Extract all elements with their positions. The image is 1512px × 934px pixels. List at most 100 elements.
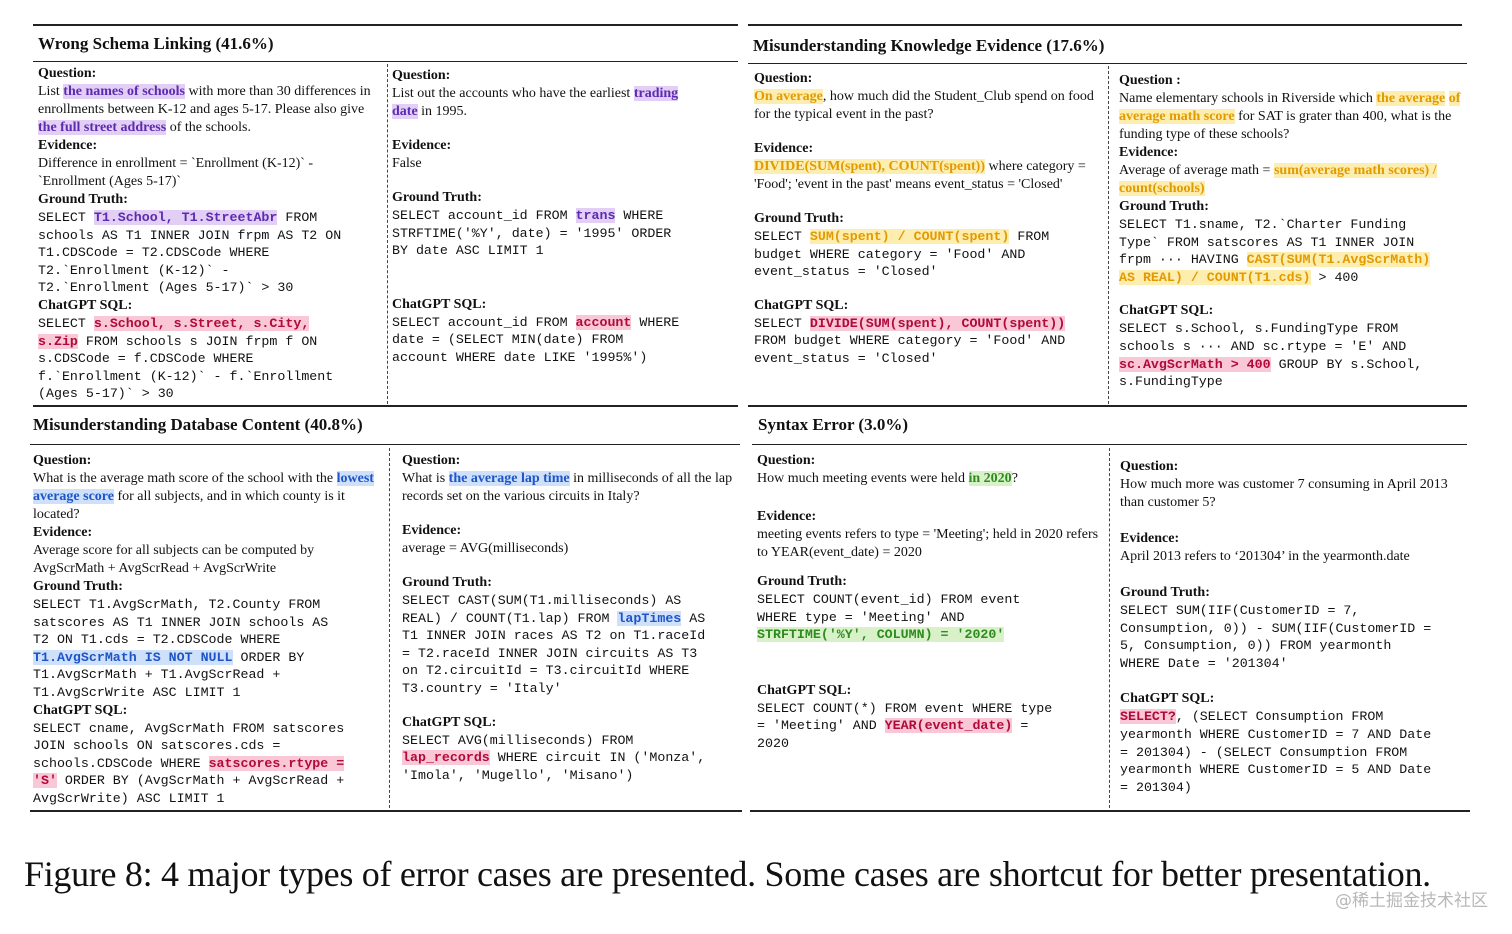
ground-truth-sql: SELECT account_id FROM trans WHERE STRFT…	[392, 207, 737, 260]
question-label: Question:	[402, 453, 461, 468]
case-db-1: Question: What is the average math score…	[33, 452, 385, 808]
top-rule-right	[748, 24, 1462, 26]
code-span: SELECT s.School, s.FundingType FROM scho…	[1119, 321, 1407, 354]
question-label: Question :	[1119, 73, 1181, 88]
evidence-text: DIVIDE(SUM(spent), COUNT(spent)) where c…	[754, 158, 1104, 194]
case-knowledge-2: Question : Name elementary schools in Ri…	[1119, 72, 1465, 391]
evidence-label: Evidence:	[757, 509, 817, 524]
header-rule-db	[30, 444, 740, 445]
case-schema-2: Question: List out the accounts who have…	[392, 67, 737, 367]
question-label: Question:	[754, 71, 813, 86]
question-label: Question:	[33, 453, 92, 468]
chatgpt-sql-label: ChatGPT SQL:	[1120, 691, 1215, 707]
chatgpt-sql: SELECT s.School, s.Street, s.City, s.Zip…	[38, 315, 384, 403]
case-syntax-1: Question: How much meeting events were h…	[757, 452, 1105, 753]
code-span: ORDER BY (AvgScrMath + AvgScrRead + AvgS…	[33, 773, 345, 806]
question-text: Name elementary schools in Riverside whi…	[1119, 90, 1465, 144]
chatgpt-sql-label: ChatGPT SQL:	[38, 297, 133, 313]
code-span: SELECT AVG(milliseconds) FROM	[402, 732, 634, 748]
highlight-red: SELECT?	[1120, 709, 1176, 725]
highlight-red: sc.AvgScrMath > 400	[1119, 356, 1271, 372]
question-label: Question:	[1120, 459, 1179, 474]
header-rule-syntax	[752, 444, 1467, 445]
highlight-blue: lapTimes	[617, 610, 682, 626]
code-span: SELECT COUNT(*) FROM event WHERE type = …	[757, 700, 1053, 734]
evidence-text: Average score for all subjects can be co…	[33, 543, 315, 576]
chatgpt-sql: SELECT DIVIDE(SUM(spent), COUNT(spent)) …	[754, 315, 1104, 368]
code-span: FROM budget WHERE category = 'Food' AND …	[754, 333, 1066, 366]
highlight-red: lap_records	[402, 750, 490, 766]
text-span: Name elementary schools in Riverside whi…	[1119, 91, 1377, 106]
ground-truth-label: Ground Truth:	[33, 579, 123, 594]
highlight-red: YEAR(event_date)	[884, 718, 1013, 734]
question-label: Question:	[38, 66, 97, 81]
divider-c7-c8	[1109, 448, 1110, 808]
figure-caption: Figure 8: 4 major types of error cases a…	[24, 854, 1431, 894]
question-label: Question:	[392, 68, 451, 83]
ground-truth-sql: SELECT CAST(SUM(T1.milliseconds) AS REAL…	[402, 592, 750, 698]
code-span: WHERE circuit IN ('Monza', 'Imola', 'Mug…	[402, 750, 706, 783]
text-span: of the schools.	[166, 120, 251, 135]
evidence-label: Evidence:	[402, 523, 462, 538]
ground-truth-label: Ground Truth:	[754, 211, 844, 226]
chatgpt-sql-label: ChatGPT SQL:	[754, 297, 849, 313]
code-span: AS T1 INNER JOIN races AS T2 on T1.raceI…	[402, 610, 706, 696]
evidence-text: April 2013 refers to ‘201304’ in the yea…	[1120, 549, 1410, 564]
divider-c3-c4	[1108, 66, 1109, 404]
highlight-yellow: sum(average math scores) /	[1273, 163, 1437, 178]
chatgpt-sql-label: ChatGPT SQL:	[33, 702, 128, 718]
highlight-red: s.School, s.Street, s.City,	[93, 315, 310, 331]
highlight-blue: T1.AvgScrMath IS NOT NULL	[33, 649, 233, 665]
ground-truth-label: Ground Truth:	[402, 575, 492, 590]
ground-truth-sql: SELECT T1.AvgScrMath, T2.County FROM sat…	[33, 596, 385, 702]
ground-truth-sql: SELECT SUM(spent) / COUNT(spent) FROM bu…	[754, 228, 1104, 281]
evidence-label: Evidence:	[1119, 145, 1179, 160]
code-span: = 2020	[757, 718, 1029, 751]
evidence-text: False	[392, 156, 422, 171]
chatgpt-sql: SELECT AVG(milliseconds) FROM lap_record…	[402, 732, 750, 785]
text-span: List	[38, 84, 64, 99]
highlight-yellow: AS REAL) / COUNT(T1.cds)	[1119, 269, 1311, 285]
highlight-red: DIVIDE(SUM(spent), COUNT(spent))	[809, 315, 1066, 331]
case-db-2: Question: What is the average lap time i…	[402, 452, 750, 784]
evidence-label: Evidence:	[754, 141, 814, 156]
case-syntax-2: Question: How much more was customer 7 c…	[1120, 458, 1466, 796]
highlight-red: s.Zip	[38, 333, 78, 349]
text-span: What is	[402, 471, 449, 486]
bottom-rule-left	[30, 810, 742, 812]
highlight-purple: the names of schools	[63, 84, 186, 99]
code-span: SELECT COUNT(event_id) FROM event WHERE …	[757, 592, 1021, 625]
code-span: , (SELECT Consumption FROM yearmonth WHE…	[1120, 709, 1432, 795]
ground-truth-label: Ground Truth:	[757, 574, 847, 589]
highlight-purple: trading	[633, 86, 679, 101]
highlight-yellow: the average	[1376, 91, 1446, 106]
highlight-red: 'S'	[33, 773, 57, 789]
question-label: Question:	[757, 453, 816, 468]
ground-truth-label: Ground Truth:	[38, 192, 128, 207]
evidence-label: Evidence:	[392, 138, 452, 153]
section-title-db: Misunderstanding Database Content (40.8%…	[33, 415, 363, 434]
case-knowledge-1: Question: On average, how much did the S…	[754, 70, 1104, 368]
highlight-yellow: count(schools)	[1119, 181, 1205, 196]
code-span: SELECT cname, AvgScrMath FROM satscores …	[33, 720, 345, 771]
header-rule-knowledge	[748, 63, 1467, 64]
highlight-purple: T1.School, T1.StreetAbr	[93, 210, 278, 225]
chatgpt-sql-label: ChatGPT SQL:	[392, 296, 487, 312]
ground-truth-label: Ground Truth:	[392, 190, 482, 205]
chatgpt-sql-label: ChatGPT SQL:	[402, 714, 497, 730]
code-span: SELECT account_id FROM	[392, 208, 576, 223]
bottom-rule-right	[750, 810, 1470, 812]
code-span: FROM budget WHERE category = 'Food' AND …	[754, 229, 1050, 280]
divider-c5-c6	[389, 448, 390, 808]
highlight-green: STRFTIME('%Y', COLUMN) = '2020'	[757, 627, 1005, 643]
code-span: WHERE date = (SELECT MIN(date) FROM acco…	[392, 314, 680, 365]
watermark: @稀土掘金技术社区	[1335, 891, 1488, 911]
question-text: List out the accounts who have the earli…	[392, 85, 737, 121]
question-text: List the names of schools with more than…	[38, 83, 384, 137]
evidence-text: Average of average math = sum(average ma…	[1119, 162, 1465, 198]
code-span: SELECT	[38, 210, 94, 225]
question-text: How much meeting events were held in 202…	[757, 470, 1105, 488]
code-span: SELECT T1.sname, T2.`Charter Funding Typ…	[1119, 217, 1415, 268]
ground-truth-label: Ground Truth:	[1119, 199, 1209, 214]
header-rule-schema	[33, 61, 738, 62]
